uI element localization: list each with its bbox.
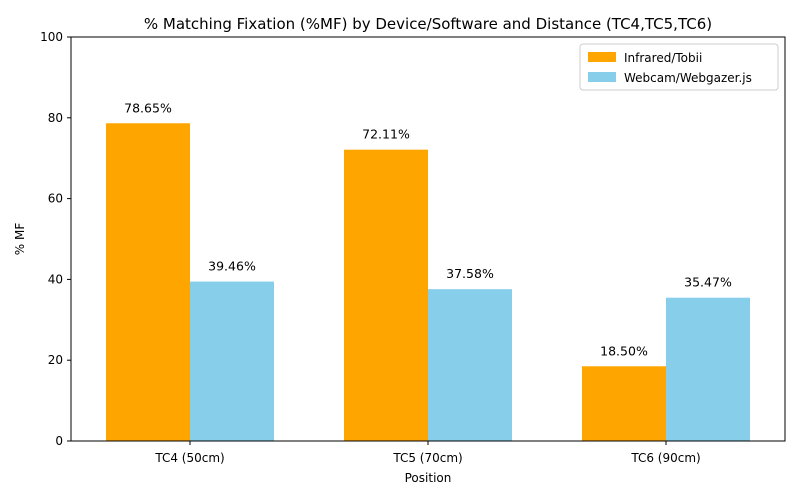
chart-title: % Matching Fixation (%MF) by Device/Soft… bbox=[144, 15, 712, 33]
data-label-2-3: 35.47% bbox=[684, 275, 732, 290]
x-tick-label: TC6 (90cm) bbox=[630, 451, 700, 465]
x-tick-label: TC4 (50cm) bbox=[154, 451, 224, 465]
data-label-2-2: 37.58% bbox=[446, 266, 494, 281]
data-label-1-1: 78.65% bbox=[124, 100, 172, 115]
bar-1-1 bbox=[106, 123, 190, 441]
legend: Infrared/Tobii Webcam/Webgazer.js bbox=[579, 43, 779, 91]
plot-frame bbox=[70, 36, 786, 442]
legend-box bbox=[579, 43, 779, 91]
data-label-1-2: 72.11% bbox=[362, 127, 410, 142]
legend-label-2: Webcam/Webgazer.js bbox=[624, 71, 752, 85]
bar-1-3 bbox=[582, 366, 666, 441]
legend-swatch-1 bbox=[588, 52, 616, 62]
bar-1-2 bbox=[344, 149, 428, 441]
y-tick-label: 100 bbox=[40, 30, 63, 44]
data-label-1-3: 18.50% bbox=[600, 343, 648, 358]
x-axis-label: Position bbox=[405, 471, 452, 485]
bar-2-3 bbox=[666, 297, 750, 441]
y-tick-label: 60 bbox=[48, 192, 63, 206]
bar-2-2 bbox=[428, 289, 512, 441]
y-tick-label: 0 bbox=[55, 434, 63, 448]
x-tick-label: TC5 (70cm) bbox=[392, 451, 462, 465]
y-axis-label: % MF bbox=[13, 223, 27, 256]
bar-2-1 bbox=[190, 281, 274, 441]
plot-area: 78.65% 39.46% TC4 (50cm) 72.11% 37.58% TC5 (7… bbox=[40, 30, 786, 465]
legend-label-1: Infrared/Tobii bbox=[624, 51, 702, 65]
y-tick-label: 80 bbox=[48, 111, 63, 125]
y-tick-label: 20 bbox=[48, 353, 63, 367]
legend-swatch-2 bbox=[588, 72, 616, 82]
y-tick-label: 40 bbox=[48, 272, 63, 286]
data-label-2-1: 39.46% bbox=[208, 259, 256, 274]
